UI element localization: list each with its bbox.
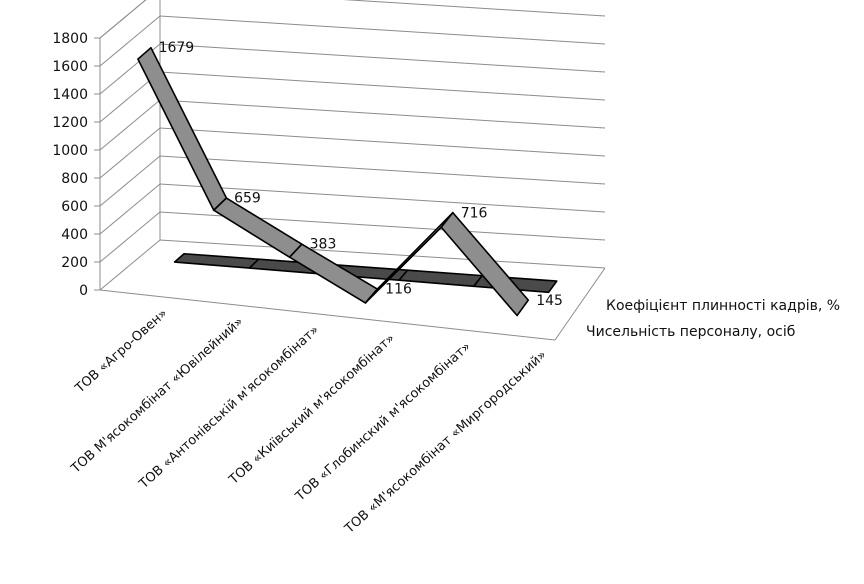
series-ribbon-segment [212,197,303,259]
y-tick-label: 600 [61,199,88,215]
category-label: ТОВ «Київський м'ясокомбінат» [226,331,398,488]
y-tick-label: 800 [61,171,88,187]
left-wall-front-edge [99,0,147,290]
series-ribbon-front [137,46,530,317]
data-label: 659 [234,190,261,206]
floor-front-edge [99,289,556,341]
y-tick-label: 400 [61,227,88,243]
y-axis-ticks: 0 200 400 600 800 1000 1200 1400 1600 1800 [52,31,100,299]
category-label: ТОВ «М'ясокомбінат «Миргородський» [342,348,550,538]
gridline [99,43,606,95]
y-tick-label: 1400 [52,87,88,103]
category-label: ТОВ М'ясокомбінат «Ювілейний» [68,314,247,477]
gridline [99,239,606,291]
y-tick-label: 1200 [52,115,88,131]
floor-right-edge [554,267,606,341]
data-label: 383 [310,237,337,253]
data-label: 1679 [159,40,195,56]
gridline [99,155,606,207]
category-label: ТОВ «Глобинский м'ясокомбінат» [292,339,474,505]
data-label: 116 [385,282,412,298]
category-label: ТОВ «Антонівській м'ясокомбінат» [136,323,322,493]
data-labels: 1679 659 383 116 716 145 [159,40,563,309]
category-label: ТОВ «Агро-Овен» [72,306,171,397]
gridline [99,15,606,67]
series-ribbon-segment [173,252,260,269]
y-tick-label: 200 [61,255,88,271]
gridline [99,0,606,39]
y-tick-label: 0 [79,283,88,299]
data-label: 716 [461,205,488,221]
x-axis-category-labels: ТОВ «Агро-Овен»ТОВ М'ясокомбінат «Ювілей… [68,306,550,537]
series-label: Чисельність персоналу, осіб [586,324,795,340]
gridline [99,127,606,179]
series-ribbon-segment [440,211,530,317]
series-label: Коефіцієнт плинності кадрів, % [606,298,840,314]
gridline [99,211,606,263]
gridlines [99,0,606,291]
data-label: 145 [536,293,563,309]
y-tick-label: 1000 [52,143,88,159]
gridline [99,183,606,235]
series-axis-labels: Коефіцієнт плинності кадрів, % Чисельніст… [586,298,840,340]
y-tick-label: 1800 [52,31,88,47]
y-tick-label: 1600 [52,59,88,75]
